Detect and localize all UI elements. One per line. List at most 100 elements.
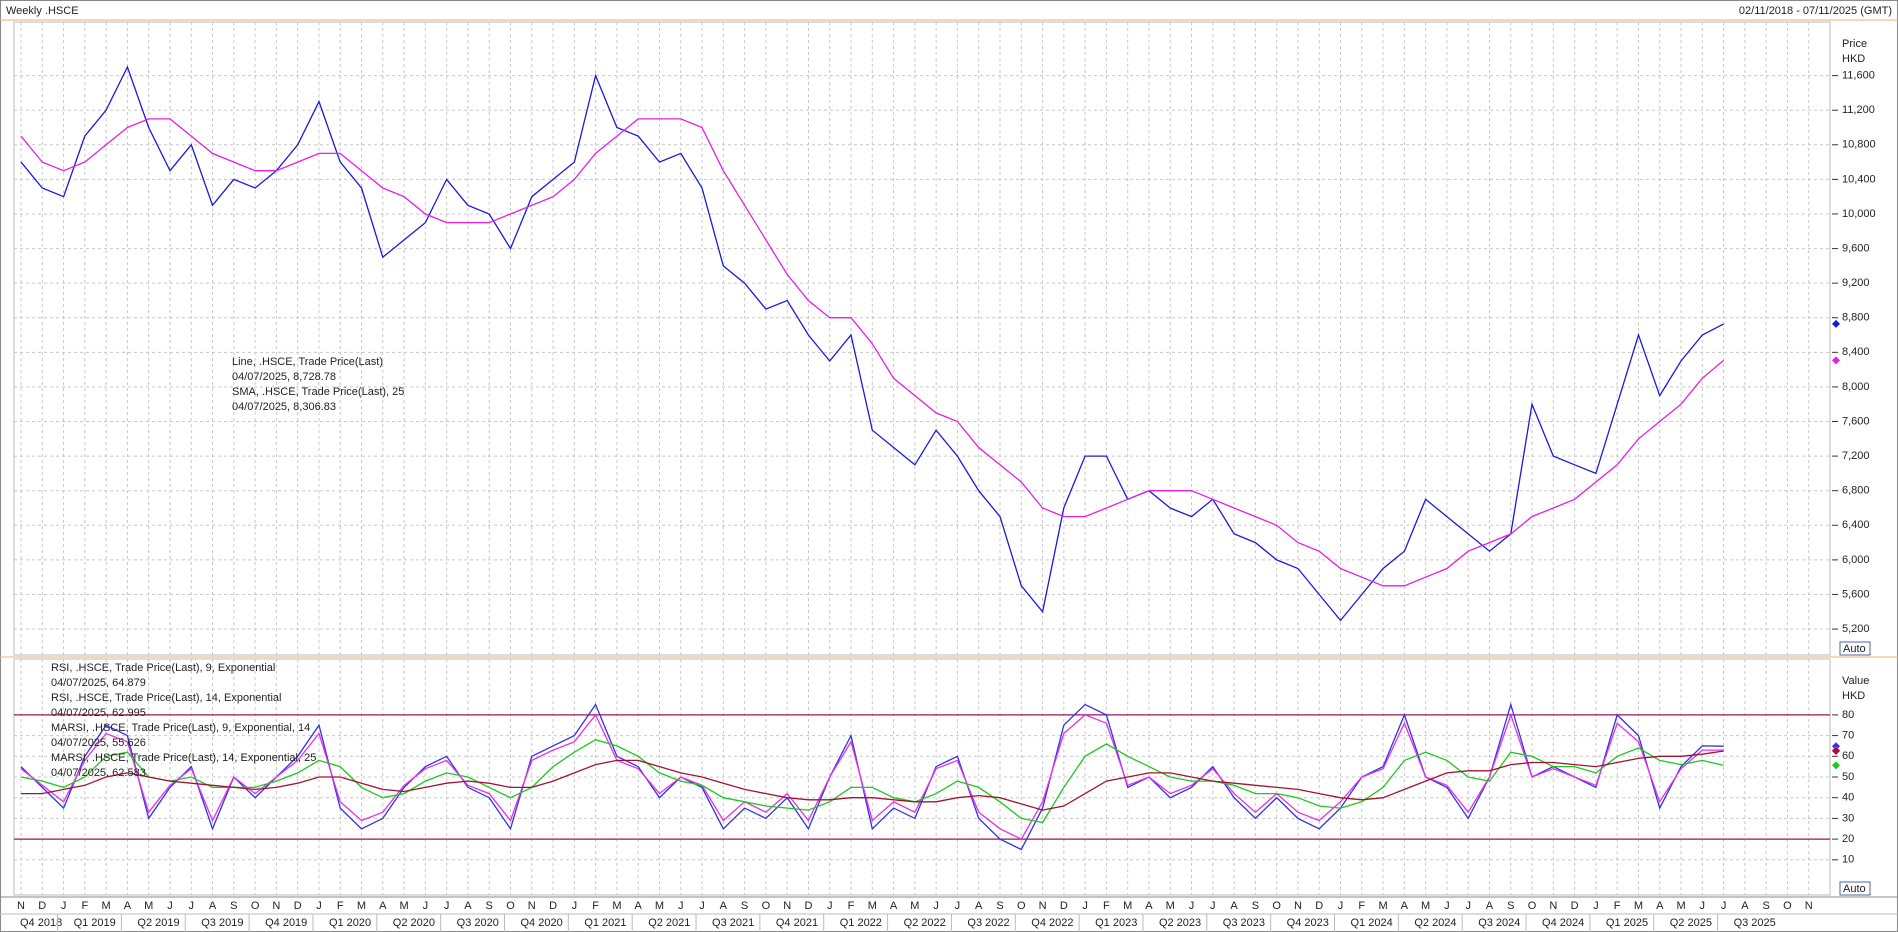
x-quarter-label: Q3 2025 [1734,917,1776,929]
x-month-label: A [635,900,643,912]
x-month-label: D [1060,900,1068,912]
x-month-label: S [741,900,748,912]
x-month-label: S [996,900,1003,912]
x-month-label: N [528,900,536,912]
x-month-label: A [890,900,898,912]
x-quarter-label: Q4 2019 [265,917,307,929]
x-quarter-label: Q2 2024 [1414,917,1456,929]
x-quarter-label: Q3 2019 [201,917,243,929]
auto-button-label[interactable]: Auto [1843,883,1866,895]
x-month-label: M [1166,900,1175,912]
y-tick-label: 10,000 [1842,208,1876,220]
x-month-label: M [1676,900,1685,912]
x-month-label: M [144,900,153,912]
x-month-label: D [38,900,46,912]
x-month-label: J [1465,900,1471,912]
x-month-label: M [1378,900,1387,912]
x-month-label: J [955,900,961,912]
y-tick-label: 40 [1842,792,1854,804]
x-month-label: A [1741,900,1749,912]
x-month-label: O [1783,900,1792,912]
x-quarter-label: Q1 2019 [74,917,116,929]
series-line [20,65,1724,622]
y-tick-label: 30 [1842,812,1854,824]
x-quarter-label: Q1 2024 [1351,917,1393,929]
axis-label: HKD [1842,690,1865,702]
x-month-label: A [975,900,983,912]
y-tick-label: 8,800 [1842,312,1870,324]
x-month-label: A [124,900,132,912]
x-month-label: J [1721,900,1727,912]
x-month-label: M [399,900,408,912]
y-tick-label: 9,200 [1842,277,1870,289]
y-tick-label: 20 [1842,833,1854,845]
x-month-label: J [189,900,195,912]
x-month-label: O [1272,900,1281,912]
x-month-label: O [506,900,515,912]
y-tick-label: 5,600 [1842,588,1870,600]
y-tick-label: 11,600 [1842,70,1875,82]
x-month-label: M [612,900,621,912]
x-quarter-label: Q2 2020 [393,917,435,929]
x-month-label: N [17,900,25,912]
x-month-label: J [827,900,833,912]
auto-button-label[interactable]: Auto [1843,643,1866,655]
legend-value: 04/07/2025, 64.879 [51,677,146,689]
x-month-label: D [1571,900,1579,912]
last-value-marker [1832,319,1840,328]
x-month-label: M [655,900,664,912]
x-month-label: A [1230,900,1238,912]
legend-name: RSI, .HSCE, Trade Price(Last), 14, Expon… [51,692,282,704]
x-month-label: A [1486,900,1494,912]
x-month-label: M [1421,900,1430,912]
x-month-label: N [783,900,791,912]
x-quarter-label: Q2 2022 [904,917,946,929]
y-tick-label: 10,800 [1842,139,1876,151]
y-tick-label: 60 [1842,750,1854,762]
axis-label: Value [1842,675,1869,687]
x-month-label: J [699,900,705,912]
series-line [20,712,1724,840]
x-month-label: D [1315,900,1323,912]
x-month-label: N [1294,900,1302,912]
x-month-label: J [316,900,322,912]
x-month-label: A [209,900,217,912]
x-month-label: S [230,900,237,912]
x-month-label: J [1593,900,1599,912]
legend-value: 04/07/2025, 62.583 [51,767,146,779]
last-value-marker [1832,356,1840,365]
x-month-label: J [1444,900,1450,912]
y-tick-label: 80 [1842,709,1854,721]
series-line [20,118,1725,587]
x-month-label: F [81,900,88,912]
x-month-label: A [1145,900,1153,912]
x-month-label: J [167,900,173,912]
x-month-label: J [933,900,939,912]
x-quarter-label: Q1 2023 [1095,917,1137,929]
x-month-label: N [1039,900,1047,912]
y-tick-label: 8,400 [1842,346,1870,358]
y-tick-label: 6,800 [1842,485,1870,497]
x-quarter-label: Q3 2022 [967,917,1009,929]
x-month-label: O [762,900,771,912]
y-tick-label: 9,600 [1842,242,1870,254]
axis-label: Price [1842,38,1867,50]
y-tick-label: 5,200 [1842,623,1870,635]
x-month-label: A [720,900,728,912]
x-quarter-label: Q4 2023 [1287,917,1329,929]
auto-button[interactable] [1839,881,1871,896]
y-tick-label: 6,000 [1842,554,1870,566]
x-quarter-label: Q3 2023 [1223,917,1265,929]
x-quarter-label: Q4 2018 [20,917,62,929]
y-tick-label: 10 [1842,854,1854,866]
x-month-label: A [379,900,387,912]
x-month-label: N [272,900,280,912]
x-month-label: J [1082,900,1088,912]
legend-value: 04/07/2025, 8,728.78 [232,371,336,383]
auto-button[interactable] [1839,641,1871,656]
x-month-label: J [1700,900,1706,912]
y-tick-label: 70 [1842,730,1854,742]
legend-value: 04/07/2025, 62.995 [51,707,146,719]
x-quarter-label: Q4 2022 [1031,917,1073,929]
